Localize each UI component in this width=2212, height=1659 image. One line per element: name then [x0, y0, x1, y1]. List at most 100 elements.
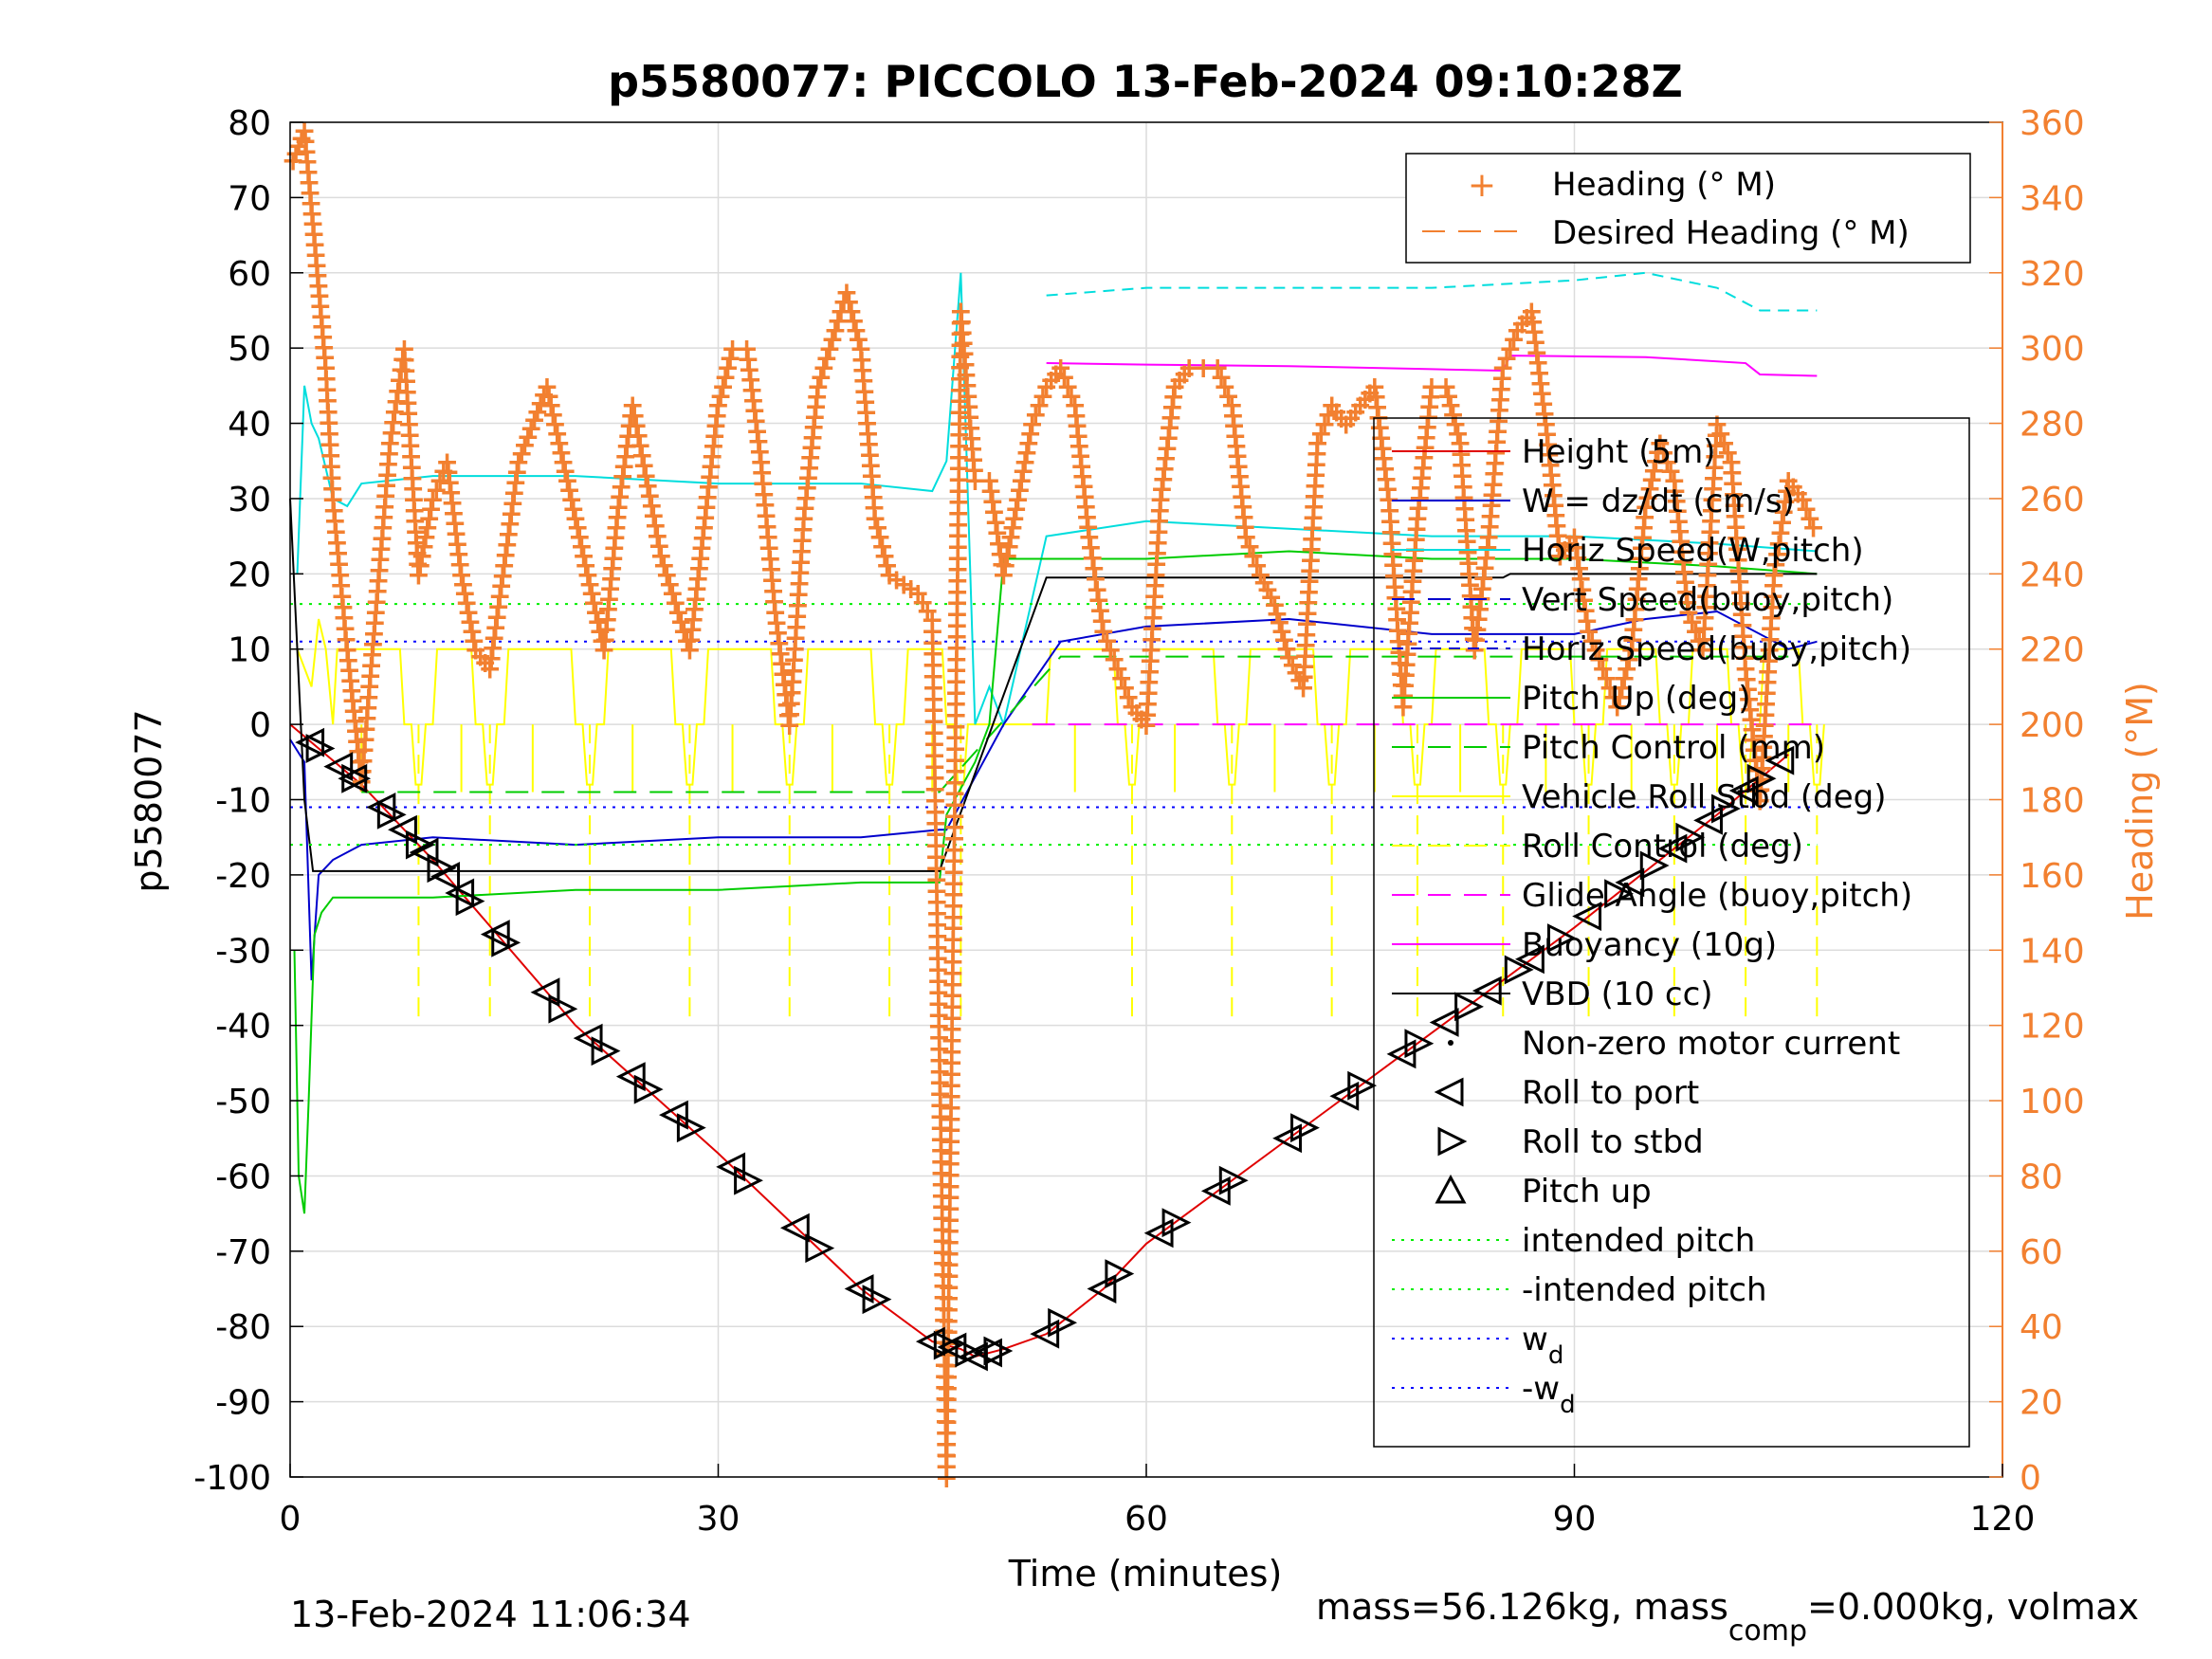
- heading-point: +: [942, 823, 966, 856]
- heading-point: +: [939, 1114, 962, 1147]
- heading-point: +: [603, 521, 627, 555]
- heading-point: +: [780, 677, 804, 710]
- heading-point: +: [943, 766, 967, 799]
- heading-point: +: [296, 156, 320, 190]
- heading-point: +: [934, 1405, 958, 1438]
- heading-point: +: [950, 306, 974, 339]
- footer-mass-text: mass=56.126kg, mass: [1316, 1586, 1728, 1628]
- series-horiz-speed-buoy-pitch: [1046, 271, 1818, 312]
- y-tick-label: 70: [228, 179, 271, 218]
- heading-point: +: [366, 575, 390, 609]
- heading-point: +: [468, 640, 492, 673]
- heading-point: +: [923, 717, 946, 750]
- heading-point: +: [596, 593, 620, 627]
- heading-point: +: [436, 456, 460, 489]
- footer-mass: mass=56.126kg, masscomp=0.000kg, volmax: [1316, 1586, 2139, 1648]
- heading-point: +: [362, 617, 386, 650]
- heading-point: +: [293, 125, 317, 158]
- heading-point: +: [948, 374, 972, 407]
- heading-point: +: [938, 1181, 961, 1214]
- heading-point: +: [412, 531, 436, 564]
- heading-point: +: [780, 665, 804, 699]
- y2-tick-label: 240: [2020, 556, 2085, 594]
- heading-point: +: [661, 577, 685, 611]
- heading-point: +: [501, 487, 524, 520]
- heading-point: +: [935, 1429, 959, 1462]
- series-pitch-up-deg: [293, 550, 1818, 1214]
- heading-point: +: [930, 1179, 954, 1212]
- heading-point: +: [506, 446, 530, 479]
- heading-point: +: [403, 494, 427, 527]
- heading-point: +: [297, 167, 320, 200]
- heading-point: +: [696, 481, 720, 514]
- heading-point: +: [407, 558, 430, 592]
- heading-point: +: [870, 531, 894, 564]
- heading-point: +: [922, 694, 945, 727]
- heading-point: +: [492, 549, 516, 582]
- heading-point: +: [612, 450, 636, 483]
- heading-point: +: [922, 661, 945, 694]
- heading-point: +: [692, 512, 716, 545]
- heading-point: +: [403, 505, 427, 538]
- heading-point: +: [590, 625, 613, 658]
- heading-point: +: [938, 1170, 961, 1203]
- heading-point: +: [689, 532, 713, 565]
- legend-entry-label: -intended pitch: [1522, 1271, 1767, 1309]
- heading-point: +: [377, 438, 401, 471]
- heading-point: +: [1143, 580, 1166, 613]
- heading-point: +: [556, 465, 579, 498]
- heading-point: +: [532, 379, 556, 412]
- heading-point: +: [1155, 432, 1179, 465]
- heading-point: +: [980, 485, 1004, 519]
- heading-point: +: [873, 539, 897, 573]
- heading-point: +: [460, 615, 484, 648]
- heading-point: +: [806, 371, 830, 404]
- x-tick-label: 30: [697, 1500, 740, 1539]
- heading-point: +: [937, 1294, 960, 1327]
- heading-point: +: [486, 591, 510, 624]
- heading-point: +: [406, 548, 430, 581]
- heading-point: +: [495, 529, 519, 562]
- heading-point: +: [947, 419, 971, 452]
- heading-point: +: [1161, 392, 1184, 425]
- heading-point: +: [1137, 666, 1161, 700]
- heading-point: +: [934, 1416, 958, 1449]
- heading-point: +: [943, 733, 967, 766]
- heading-point: +: [945, 610, 969, 643]
- heading-point: +: [386, 374, 410, 408]
- heading-point: +: [792, 502, 815, 536]
- heading-point: +: [943, 744, 967, 777]
- heading-point: +: [788, 556, 812, 590]
- heading-point: +: [922, 705, 945, 738]
- heading-point: +: [1024, 399, 1048, 432]
- heading-point: +: [713, 361, 737, 394]
- heading-point: +: [795, 472, 819, 505]
- heading-point: +: [684, 583, 707, 616]
- heading-point: +: [1103, 644, 1126, 677]
- heading-point: +: [367, 554, 391, 587]
- heading-point: +: [1018, 417, 1042, 450]
- heading-point: +: [1129, 702, 1153, 736]
- heading-point: +: [748, 435, 772, 468]
- y2-tick-label: 60: [2020, 1233, 2063, 1272]
- heading-point: +: [851, 365, 875, 398]
- heading-point: +: [937, 1271, 960, 1304]
- heading-point: +: [497, 519, 521, 552]
- heading-point: +: [1142, 602, 1165, 635]
- heading-point: +: [344, 715, 368, 748]
- legend-entry-subscript: d: [1548, 1341, 1564, 1370]
- heading-point: +: [854, 396, 878, 429]
- series-w-dz-dt-cm-s: [289, 611, 1818, 981]
- heading-point: +: [539, 390, 563, 423]
- heading-point: +: [763, 596, 787, 629]
- heading-point: +: [1148, 494, 1172, 527]
- heading-point: +: [655, 558, 679, 592]
- heading-point: +: [627, 419, 650, 452]
- heading-point: +: [646, 520, 669, 553]
- heading-point: +: [928, 1055, 952, 1088]
- heading-point: +: [706, 390, 730, 423]
- heading-point: +: [817, 333, 841, 366]
- series-buoyancy-10g: [1046, 355, 1818, 377]
- heading-point: +: [949, 306, 973, 339]
- heading-point: +: [933, 1383, 957, 1416]
